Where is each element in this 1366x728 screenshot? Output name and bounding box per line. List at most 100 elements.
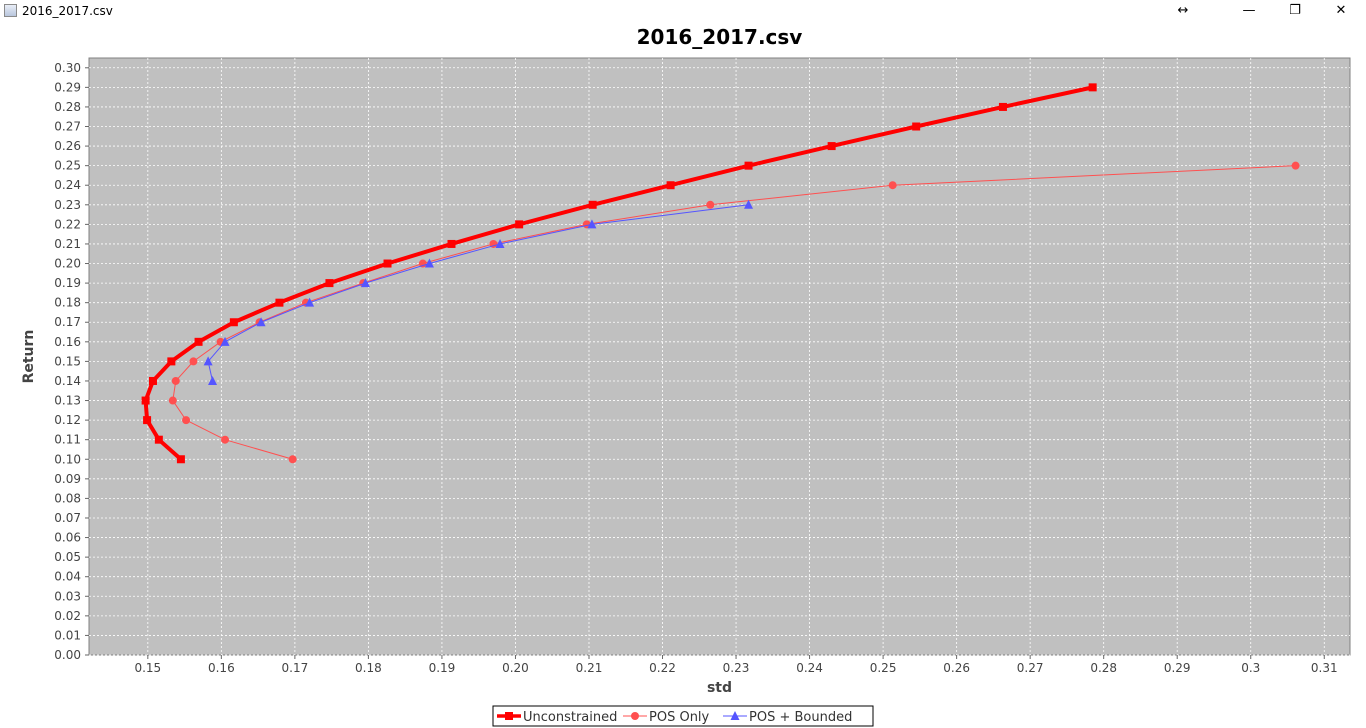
y-tick-label: 0.17	[54, 315, 81, 329]
data-point	[360, 278, 370, 288]
x-tick-label: 0.16	[208, 661, 235, 675]
x-tick-label: 0.15	[134, 661, 161, 675]
resize-button[interactable]: ↔	[1177, 3, 1189, 18]
data-point	[1291, 161, 1300, 170]
x-axis-title: std	[707, 680, 732, 696]
x-tick-label: 0.23	[723, 661, 750, 675]
data-point	[221, 435, 230, 444]
y-tick-label: 0.11	[54, 433, 81, 447]
data-point	[275, 298, 284, 307]
data-point	[424, 258, 434, 268]
data-point	[912, 122, 921, 131]
data-point	[666, 181, 675, 190]
data-point	[171, 376, 180, 385]
legend-swatch-marker	[730, 711, 740, 720]
data-point	[325, 279, 334, 288]
y-axis-title: Return	[21, 330, 37, 384]
y-tick-label: 0.02	[54, 609, 81, 623]
y-tick-label: 0.04	[54, 570, 81, 584]
data-point	[1088, 83, 1097, 92]
y-tick-label: 0.05	[54, 550, 81, 564]
x-tick-label: 0.31	[1311, 661, 1338, 675]
maximize-button[interactable]: ❐	[1289, 3, 1301, 18]
x-tick-label: 0.28	[1090, 661, 1117, 675]
data-point	[587, 219, 597, 229]
x-tick-label: 0.17	[282, 661, 309, 675]
data-point	[827, 142, 836, 151]
close-button[interactable]: ✕	[1335, 3, 1347, 18]
data-point	[229, 318, 238, 327]
data-point	[141, 396, 150, 405]
legend-swatch-marker	[505, 712, 513, 720]
data-point	[515, 220, 524, 229]
y-tick-label: 0.20	[54, 257, 81, 271]
x-tick-label: 0.26	[943, 661, 970, 675]
y-tick-label: 0.01	[54, 628, 81, 642]
data-point	[182, 416, 191, 425]
y-tick-label: 0.14	[54, 374, 81, 388]
y-tick-label: 0.23	[54, 198, 81, 212]
y-tick-label: 0.28	[54, 100, 81, 114]
data-point	[418, 259, 427, 268]
x-tick-label: 0.20	[502, 661, 529, 675]
y-tick-label: 0.16	[54, 335, 81, 349]
data-point	[744, 199, 754, 209]
legend-label: POS + Bounded	[749, 710, 852, 725]
data-point	[143, 416, 152, 425]
data-point	[167, 357, 176, 366]
data-point	[203, 356, 213, 366]
data-point	[168, 396, 177, 405]
data-point	[383, 259, 392, 268]
plot-area	[88, 57, 1351, 656]
series-line	[207, 204, 749, 382]
y-tick-label: 0.19	[54, 276, 81, 290]
series-unconstrained	[141, 83, 1097, 464]
data-point	[495, 238, 505, 248]
series-line	[172, 165, 1296, 460]
x-tick-label: 0.22	[649, 661, 676, 675]
y-tick-label: 0.09	[54, 472, 81, 486]
y-tick-label: 0.24	[54, 178, 81, 192]
data-point	[220, 336, 230, 346]
y-tick-label: 0.06	[54, 531, 81, 545]
y-tick-label: 0.03	[54, 589, 81, 603]
legend-label: Unconstrained	[523, 710, 617, 725]
data-point	[194, 337, 203, 346]
legend-item: POS + Bounded	[723, 710, 852, 725]
data-point	[305, 297, 315, 307]
java-app-icon	[4, 4, 17, 17]
x-tick-label: 0.29	[1164, 661, 1191, 675]
data-point	[148, 376, 157, 385]
y-tick-label: 0.00	[54, 648, 81, 662]
y-tick-label: 0.25	[54, 159, 81, 173]
data-point	[189, 357, 198, 366]
minimize-button[interactable]: —	[1242, 3, 1256, 18]
x-tick-label: 0.25	[870, 661, 897, 675]
legend-box	[492, 705, 874, 727]
legend-label: POS Only	[649, 710, 710, 725]
y-tick-label: 0.29	[54, 80, 81, 94]
data-point	[706, 200, 715, 209]
x-tick-label: 0.27	[1017, 661, 1044, 675]
series-pos-only	[168, 161, 1300, 464]
y-tick-label: 0.10	[54, 452, 81, 466]
legend: Unconstrained POS Only POS + Bounded	[492, 705, 874, 727]
y-tick-label: 0.15	[54, 354, 81, 368]
data-point	[154, 435, 163, 444]
y-tick-label: 0.12	[54, 413, 81, 427]
data-point	[888, 181, 897, 190]
frontier-chart: 2016_2017.csv 0.15 0.16 0.17 0.18 0.19 0.20 0.2…	[21, 25, 1351, 727]
window-titlebar: 2016_2017.csv ↔ — ❐ ✕	[0, 0, 1366, 22]
data-point	[208, 375, 218, 385]
y-tick-label: 0.07	[54, 511, 81, 525]
series-pos-bounded	[203, 199, 754, 385]
data-point	[447, 239, 456, 248]
x-tick-label: 0.18	[355, 661, 382, 675]
y-tick-label: 0.13	[54, 394, 81, 408]
data-point	[744, 161, 753, 170]
data-point	[998, 102, 1007, 111]
x-tick-label: 0.19	[429, 661, 456, 675]
y-tick-label: 0.30	[54, 61, 81, 75]
data-point	[588, 200, 597, 209]
x-tick-label: 0.3	[1241, 661, 1260, 675]
